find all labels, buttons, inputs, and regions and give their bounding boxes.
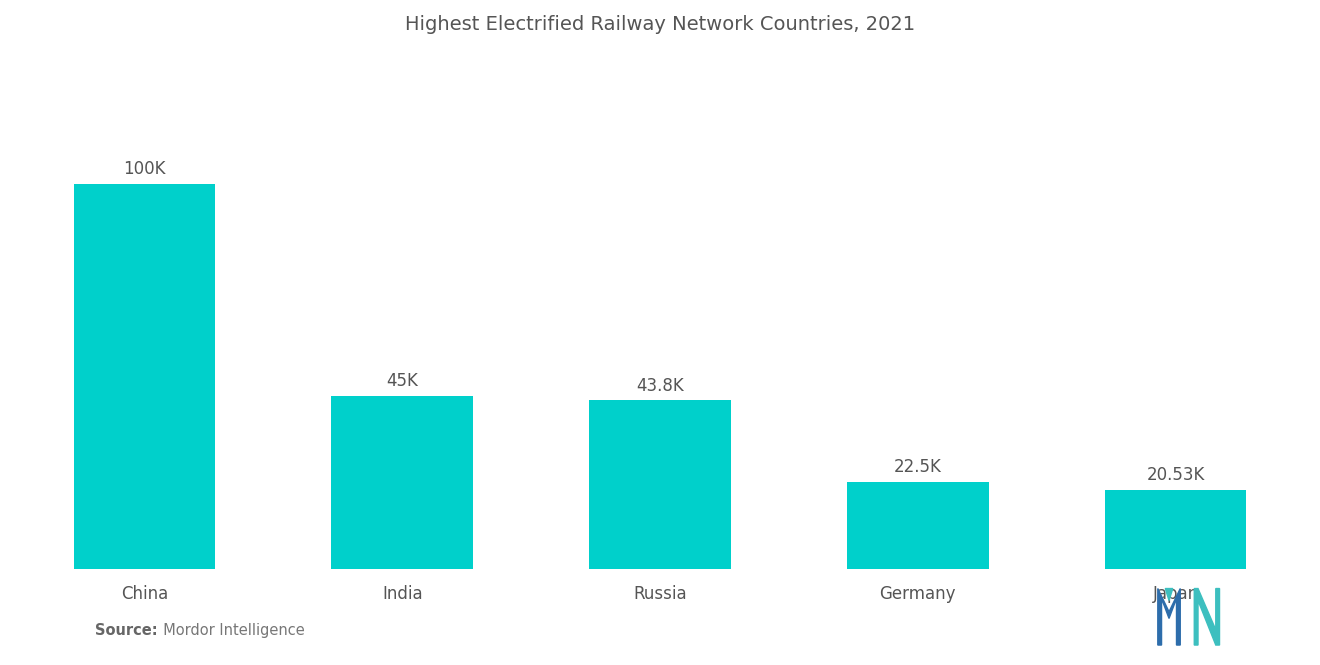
- Text: 100K: 100K: [123, 160, 166, 178]
- Bar: [74, 184, 215, 569]
- Text: 20.53K: 20.53K: [1146, 466, 1205, 484]
- Text: Source:: Source:: [95, 623, 157, 638]
- Polygon shape: [1158, 589, 1180, 645]
- Title: Highest Electrified Railway Network Countries, 2021: Highest Electrified Railway Network Coun…: [405, 15, 915, 34]
- Text: 45K: 45K: [387, 372, 418, 390]
- Bar: [589, 400, 731, 569]
- Text: 22.5K: 22.5K: [894, 458, 941, 477]
- Polygon shape: [1195, 589, 1220, 645]
- Polygon shape: [1166, 589, 1172, 600]
- Bar: [331, 396, 473, 569]
- Text: Mordor Intelligence: Mordor Intelligence: [154, 623, 305, 638]
- Bar: [1105, 490, 1246, 569]
- Text: 43.8K: 43.8K: [636, 376, 684, 394]
- Bar: [847, 482, 989, 569]
